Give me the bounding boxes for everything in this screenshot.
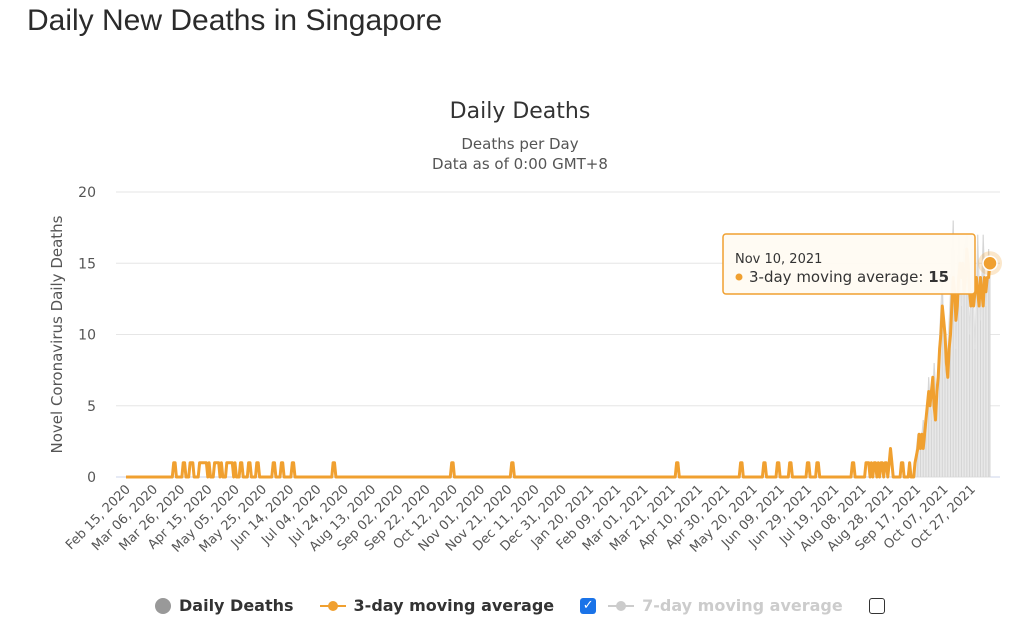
y-axis-label: Novel Coronavirus Daily Deaths [48,215,66,453]
chart-subtitle: Deaths per Day [461,135,578,153]
legend-label-7day-average: 7-day moving average [642,596,843,615]
tooltip-value: 15 [928,268,949,286]
legend-item-daily-deaths[interactable]: Daily Deaths [155,596,294,615]
y-tick-label: 5 [87,399,96,415]
chart-subtitle: Data as of 0:00 GMT+8 [432,155,608,173]
toggle-7day-checkbox[interactable] [868,597,885,614]
tooltip-box [722,233,976,295]
deaths-chart: Daily Deaths Deaths per Day Data as of 0:0… [48,99,1002,556]
legend-item-3day-average[interactable]: 3-day moving average [319,596,555,615]
tooltip-series-dot [735,273,743,281]
tooltip-date: Nov 10, 2021 [735,252,822,267]
chart-title: Daily Deaths [450,99,591,124]
legend-line-icon [319,598,346,614]
legend-label-3day-average: 3-day moving average [353,596,555,615]
page-title: Daily New Deaths in Singapore [27,4,443,37]
y-tick-label: 10 [78,328,96,344]
legend-line-icon [608,598,635,614]
legend-label-daily-deaths: Daily Deaths [179,596,294,615]
y-tick-label: 20 [78,185,96,201]
chart-legend: Daily Deaths 3-day moving average ✓ 7-da… [155,596,897,615]
y-tick-label: 0 [87,470,96,486]
toggle-3day-checkbox[interactable]: ✓ [580,597,597,614]
legend-dot-icon [155,597,171,614]
y-tick-label: 15 [78,256,96,272]
ma3-last-point [982,255,998,271]
tooltip-series: 3-day moving average: 15 [749,268,949,286]
ma3-line [126,247,992,479]
legend-item-7day-average[interactable]: 7-day moving average [608,596,843,615]
